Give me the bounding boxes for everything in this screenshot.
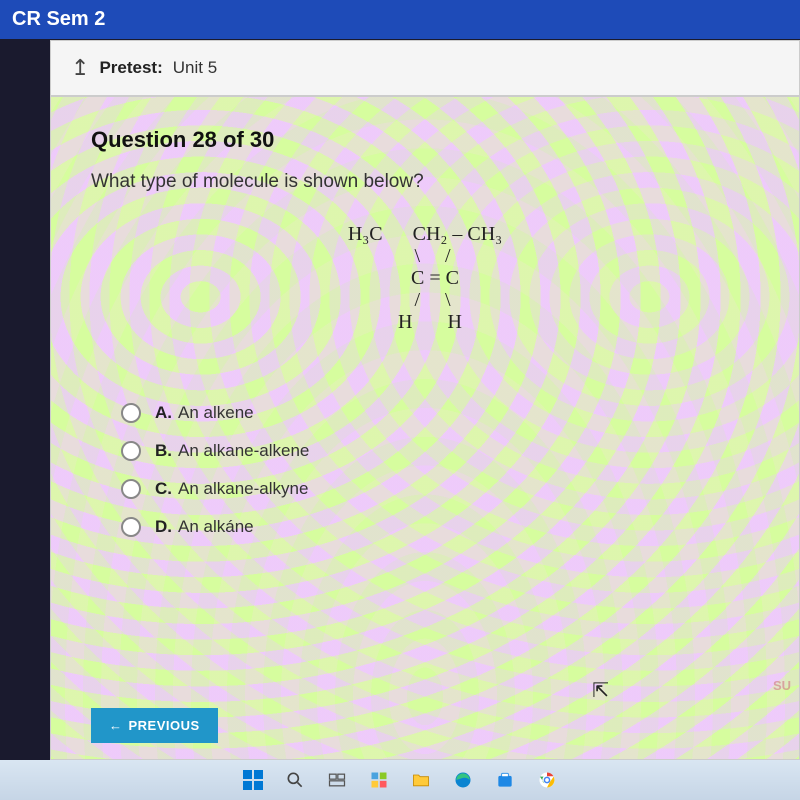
mol-bottom-left: H: [398, 311, 412, 333]
arrow-left-icon: ←: [109, 718, 123, 733]
radio-icon[interactable]: [121, 441, 141, 461]
taskbar: [0, 760, 800, 800]
window-title-bar: CR Sem 2: [0, 0, 800, 39]
widgets-icon[interactable]: [367, 768, 391, 792]
answer-letter: C.: [155, 479, 172, 498]
search-icon[interactable]: [283, 768, 307, 792]
molecule-diagram: H₃C CH₂ – CH₃ \ / C = C / \ H H: [91, 223, 759, 333]
question-area: Question 28 of 30 What type of molecule …: [51, 97, 799, 760]
answer-option-c[interactable]: C. An alkane-alkyne: [121, 479, 759, 499]
breadcrumb-label: Pretest:: [99, 58, 162, 78]
mol-top-right: CH₂ – CH₃: [413, 223, 503, 245]
edge-icon[interactable]: [451, 768, 475, 792]
quiz-window: ↥ Pretest: Unit 5 Question 28 of 30 What…: [50, 40, 800, 760]
answer-list: A. An alkene B. An alkane-alkene C. An alka…: [121, 403, 759, 537]
mol-center: C = C: [411, 267, 459, 289]
answer-option-b[interactable]: B. An alkane-alkene: [121, 441, 759, 461]
answer-letter: D.: [155, 517, 172, 536]
previous-button[interactable]: ← PREVIOUS: [91, 708, 218, 743]
answer-option-d[interactable]: D. An alkáne: [121, 517, 759, 537]
question-prompt: What type of molecule is shown below?: [91, 171, 759, 193]
answer-option-a[interactable]: A. An alkene: [121, 403, 759, 423]
store-icon[interactable]: [493, 768, 517, 792]
previous-label: PREVIOUS: [129, 718, 200, 733]
radio-icon[interactable]: [121, 403, 141, 423]
mol-bottom-right: H: [448, 311, 462, 333]
breadcrumb-sub: Unit 5: [173, 58, 217, 78]
answer-text: An alkane-alkene: [178, 441, 309, 460]
chrome-icon[interactable]: [535, 768, 559, 792]
answer-text: An alkene: [178, 403, 254, 422]
windows-start-icon[interactable]: [241, 768, 265, 792]
cursor-icon: ⇱: [592, 678, 609, 703]
radio-icon[interactable]: [121, 479, 141, 499]
answer-letter: B.: [155, 441, 172, 460]
window-title: CR Sem 2: [12, 8, 105, 30]
question-number: Question 28 of 30: [91, 127, 759, 153]
submit-hint: SU: [773, 678, 791, 693]
back-arrow-icon[interactable]: ↥: [71, 55, 89, 81]
breadcrumb: ↥ Pretest: Unit 5: [51, 41, 799, 97]
file-explorer-icon[interactable]: [409, 768, 433, 792]
answer-letter: A.: [155, 403, 172, 422]
task-view-icon[interactable]: [325, 768, 349, 792]
mol-top-left: H₃C: [348, 223, 383, 245]
radio-icon[interactable]: [121, 517, 141, 537]
answer-text: An alkáne: [178, 517, 254, 536]
answer-text: An alkane-alkyne: [178, 479, 308, 498]
